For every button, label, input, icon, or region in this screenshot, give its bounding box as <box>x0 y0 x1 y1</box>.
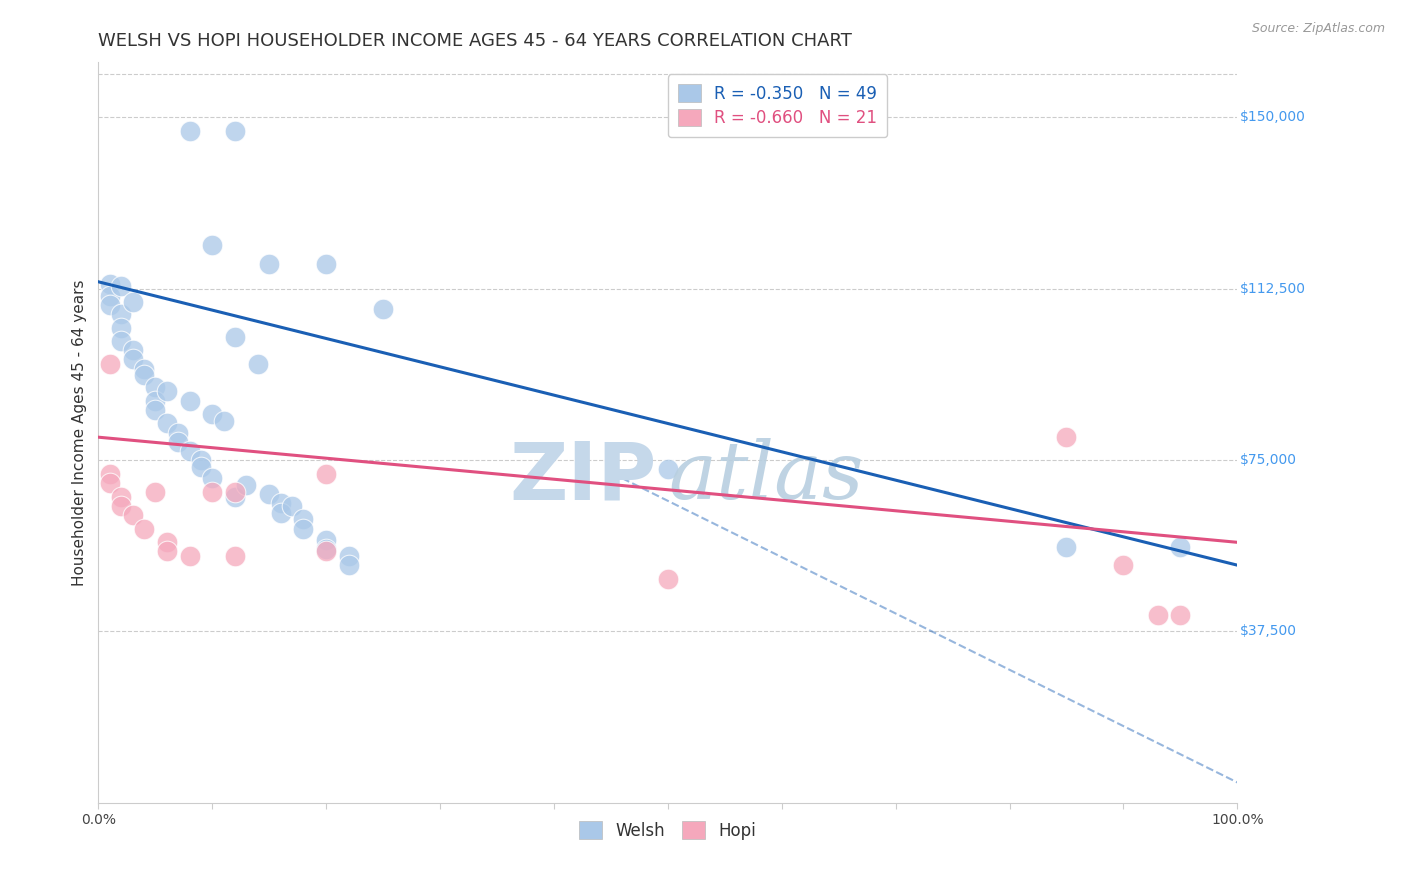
Text: ZIP: ZIP <box>509 438 657 516</box>
Point <box>121 508 143 522</box>
Point <box>657 462 679 476</box>
Point <box>179 549 201 563</box>
Point <box>121 352 143 367</box>
Point <box>156 535 179 549</box>
Point <box>156 544 179 558</box>
Point <box>110 334 132 349</box>
Point <box>110 499 132 513</box>
Point <box>259 256 281 270</box>
Text: $112,500: $112,500 <box>1240 282 1306 295</box>
Point <box>337 549 360 563</box>
Text: $75,000: $75,000 <box>1240 453 1296 467</box>
Point <box>246 357 269 371</box>
Point <box>132 522 155 536</box>
Text: $150,000: $150,000 <box>1240 111 1305 124</box>
Point <box>259 487 281 501</box>
Point <box>98 298 121 312</box>
Point <box>110 307 132 321</box>
Point <box>315 533 337 547</box>
Point <box>190 453 212 467</box>
Point <box>224 124 246 138</box>
Point <box>315 542 337 557</box>
Point <box>110 490 132 504</box>
Point <box>235 478 257 492</box>
Point <box>224 490 246 504</box>
Text: WELSH VS HOPI HOUSEHOLDER INCOME AGES 45 - 64 YEARS CORRELATION CHART: WELSH VS HOPI HOUSEHOLDER INCOME AGES 45… <box>98 32 852 50</box>
Point <box>179 443 201 458</box>
Legend: Welsh, Hopi: Welsh, Hopi <box>572 814 763 847</box>
Point <box>190 459 212 474</box>
Point <box>1054 540 1078 554</box>
Y-axis label: Householder Income Ages 45 - 64 years: Householder Income Ages 45 - 64 years <box>72 279 87 586</box>
Point <box>98 277 121 291</box>
Point <box>315 467 337 481</box>
Point <box>132 361 155 376</box>
Point <box>270 506 292 520</box>
Point <box>121 343 143 358</box>
Point <box>1054 430 1078 444</box>
Point <box>224 329 246 343</box>
Point <box>224 485 246 500</box>
Point <box>132 368 155 383</box>
Point <box>337 558 360 573</box>
Point <box>1112 558 1135 573</box>
Point <box>315 256 337 270</box>
Point <box>657 572 679 586</box>
Point <box>145 485 167 500</box>
Point <box>145 393 167 408</box>
Text: atlas: atlas <box>668 438 863 516</box>
Point <box>98 467 121 481</box>
Point <box>110 279 132 293</box>
Point <box>315 544 337 558</box>
Point <box>1170 540 1192 554</box>
Point <box>201 238 224 252</box>
Point <box>167 434 190 449</box>
Text: $37,500: $37,500 <box>1240 624 1296 639</box>
Point <box>1170 608 1192 623</box>
Point <box>98 357 121 371</box>
Point <box>145 402 167 417</box>
Point <box>145 380 167 394</box>
Text: Source: ZipAtlas.com: Source: ZipAtlas.com <box>1251 22 1385 36</box>
Point <box>201 471 224 485</box>
Point <box>281 499 304 513</box>
Point <box>156 384 179 399</box>
Point <box>98 475 121 490</box>
Point <box>167 425 190 440</box>
Point <box>98 288 121 302</box>
Point <box>371 302 394 317</box>
Point <box>110 320 132 334</box>
Point <box>201 408 224 422</box>
Point <box>292 522 315 536</box>
Point <box>212 414 235 428</box>
Point <box>179 124 201 138</box>
Point <box>156 417 179 431</box>
Point <box>292 512 315 526</box>
Point <box>179 393 201 408</box>
Point <box>270 496 292 510</box>
Point <box>121 295 143 310</box>
Point <box>201 485 224 500</box>
Point <box>1146 608 1168 623</box>
Point <box>224 549 246 563</box>
